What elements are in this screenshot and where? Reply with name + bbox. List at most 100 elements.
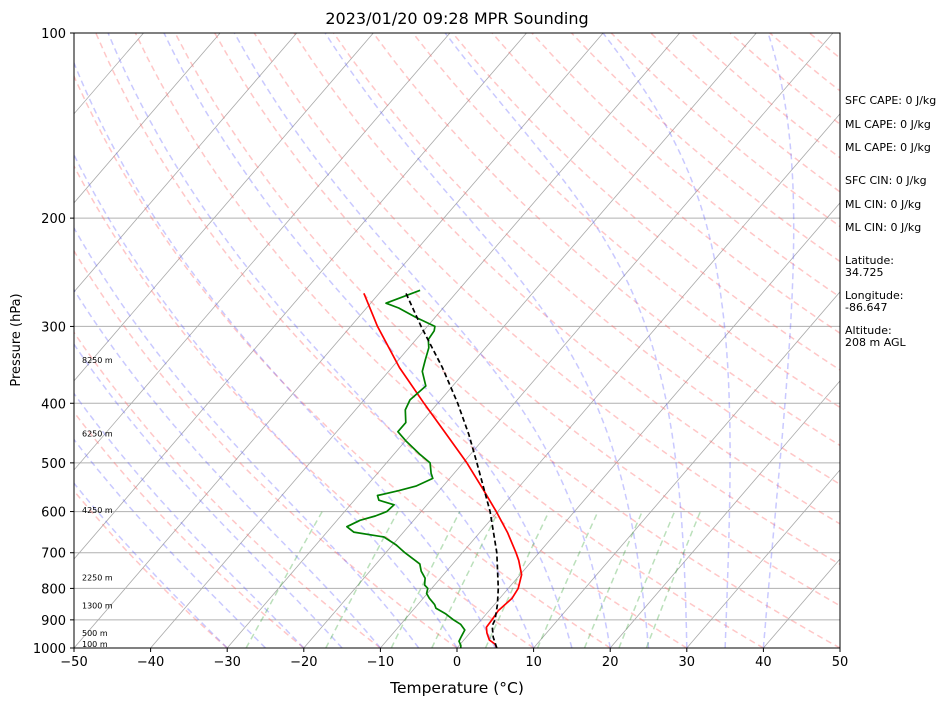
height-label: 2250 m xyxy=(82,574,113,583)
stat-ml-cin-2: ML CIN: 0 J/kg xyxy=(845,221,921,234)
isotherm-line xyxy=(74,33,451,471)
x-tick-label: 20 xyxy=(602,655,619,670)
dry-adiabat-line xyxy=(74,489,228,648)
x-tick-label: −20 xyxy=(290,655,317,670)
dry-adiabat-line xyxy=(74,164,535,648)
profile-line-3 xyxy=(405,292,500,648)
y-axis-label: Pressure (hPa) xyxy=(9,293,24,386)
moist-adiabat-line xyxy=(324,33,650,648)
isotherm-line xyxy=(686,469,840,648)
isotherm-line xyxy=(74,33,604,648)
altitude-value: 208 m AGL xyxy=(845,336,907,349)
latitude-label: Latitude: xyxy=(845,254,894,267)
moist-adiabat-line xyxy=(233,33,611,648)
plot-area xyxy=(74,33,840,648)
height-label: 4250 m xyxy=(82,506,113,515)
moist-adiabat-line xyxy=(163,33,573,648)
altitude-label: Altitude: xyxy=(845,324,892,337)
y-axis: 100 200 300 400 500 600 700 800 900 1000 xyxy=(33,27,74,657)
longitude-value: -86.647 xyxy=(845,301,887,314)
chart-title: 2023/01/20 09:28 MPR Sounding xyxy=(325,9,588,28)
dry-adiabat-line xyxy=(332,33,840,486)
isotherm-line xyxy=(150,33,681,648)
y-tick-label: 800 xyxy=(41,582,66,597)
y-tick-label: 700 xyxy=(41,547,66,562)
isotherm-line xyxy=(74,33,374,382)
stat-sfc-cin: SFC CIN: 0 J/kg xyxy=(845,174,927,187)
dry-adiabat-line xyxy=(412,33,840,409)
moist-adiabat-line xyxy=(74,342,343,648)
x-axis: −50 −40 −30 −20 −10 0 10 20 30 40 50 xyxy=(60,648,848,670)
stat-sfc-cape: SFC CAPE: 0 J/kg xyxy=(845,94,936,107)
mixing-ratio-line xyxy=(583,511,643,648)
dry-adiabat-line xyxy=(134,33,764,648)
y-tick-label: 400 xyxy=(41,397,66,412)
dry-adiabat-line xyxy=(74,74,611,648)
profile-line-1 xyxy=(363,292,523,648)
mixing-ratio-line xyxy=(390,511,461,648)
moist-adiabat-line xyxy=(74,482,228,648)
x-tick-label: 10 xyxy=(525,655,542,670)
mixing-ratio-line xyxy=(618,511,676,648)
moist-adiabat-line xyxy=(74,438,267,648)
isotherm-line xyxy=(74,33,221,204)
height-label: 100 m xyxy=(82,640,108,649)
moist-adiabat-line xyxy=(74,153,458,648)
dry-adiabat-line xyxy=(452,33,840,371)
dry-adiabat-line xyxy=(74,249,458,648)
y-tick-label: 900 xyxy=(41,614,66,629)
stat-ml-cape-2: ML CAPE: 0 J/kg xyxy=(845,141,931,154)
dry-adiabat-line xyxy=(372,33,840,447)
isotherm-line xyxy=(533,291,840,648)
x-tick-label: −40 xyxy=(137,655,164,670)
height-labels: 100 m 500 m 1300 m 2250 m 4250 m 6250 m 8250 m xyxy=(82,356,113,649)
reference-lines xyxy=(74,33,840,648)
x-tick-label: −30 xyxy=(213,655,240,670)
mixing-ratio-line xyxy=(245,511,323,648)
y-tick-label: 300 xyxy=(41,320,66,335)
mixing-ratio-line xyxy=(536,511,599,648)
y-tick-label: 200 xyxy=(41,212,66,227)
height-label: 500 m xyxy=(82,629,108,638)
x-tick-label: 30 xyxy=(679,655,696,670)
x-tick-label: 40 xyxy=(755,655,772,670)
profile-line-2 xyxy=(346,289,466,648)
mixing-ratio-line xyxy=(325,511,399,648)
x-tick-label: 0 xyxy=(453,655,461,670)
dry-adiabat-line xyxy=(95,33,688,648)
dry-adiabat-line xyxy=(74,411,305,648)
y-tick-label: 600 xyxy=(41,506,66,521)
moist-adiabat-line xyxy=(107,33,535,648)
moist-adiabat-line xyxy=(74,392,305,648)
isotherm-line xyxy=(226,33,757,648)
x-tick-label: −50 xyxy=(60,655,87,670)
y-tick-label: 1000 xyxy=(33,642,66,657)
y-tick-label: 100 xyxy=(41,27,66,42)
mixing-ratio-line xyxy=(431,511,499,648)
sounding-profiles xyxy=(346,289,523,648)
x-axis-label: Temperature (°C) xyxy=(389,679,524,697)
isotherm-line xyxy=(74,33,298,293)
y-tick-label: 500 xyxy=(41,457,66,472)
latitude-value: 34.725 xyxy=(845,266,884,279)
longitude-label: Longitude: xyxy=(845,289,903,302)
height-label: 1300 m xyxy=(82,601,113,610)
moist-adiabat-line xyxy=(74,226,420,648)
moist-adiabat-line xyxy=(762,33,795,648)
mixing-ratio-line xyxy=(484,511,550,648)
moist-adiabat-line xyxy=(602,33,731,648)
isotherm-line xyxy=(380,113,840,648)
stat-ml-cin: ML CIN: 0 J/kg xyxy=(845,198,921,211)
isotherm-line xyxy=(74,33,527,560)
dry-adiabat-line xyxy=(74,331,381,648)
height-label: 8250 m xyxy=(82,356,113,365)
isotherm-line xyxy=(303,33,834,648)
height-label: 6250 m xyxy=(82,430,113,439)
mixing-ratio-line xyxy=(645,511,702,648)
isotherm-line xyxy=(456,202,840,648)
isotherm-line xyxy=(609,380,840,648)
stats-panel: SFC CAPE: 0 J/kg ML CAPE: 0 J/kg ML CAPE… xyxy=(845,94,936,349)
x-tick-label: 50 xyxy=(832,655,849,670)
x-tick-label: −10 xyxy=(367,655,394,670)
